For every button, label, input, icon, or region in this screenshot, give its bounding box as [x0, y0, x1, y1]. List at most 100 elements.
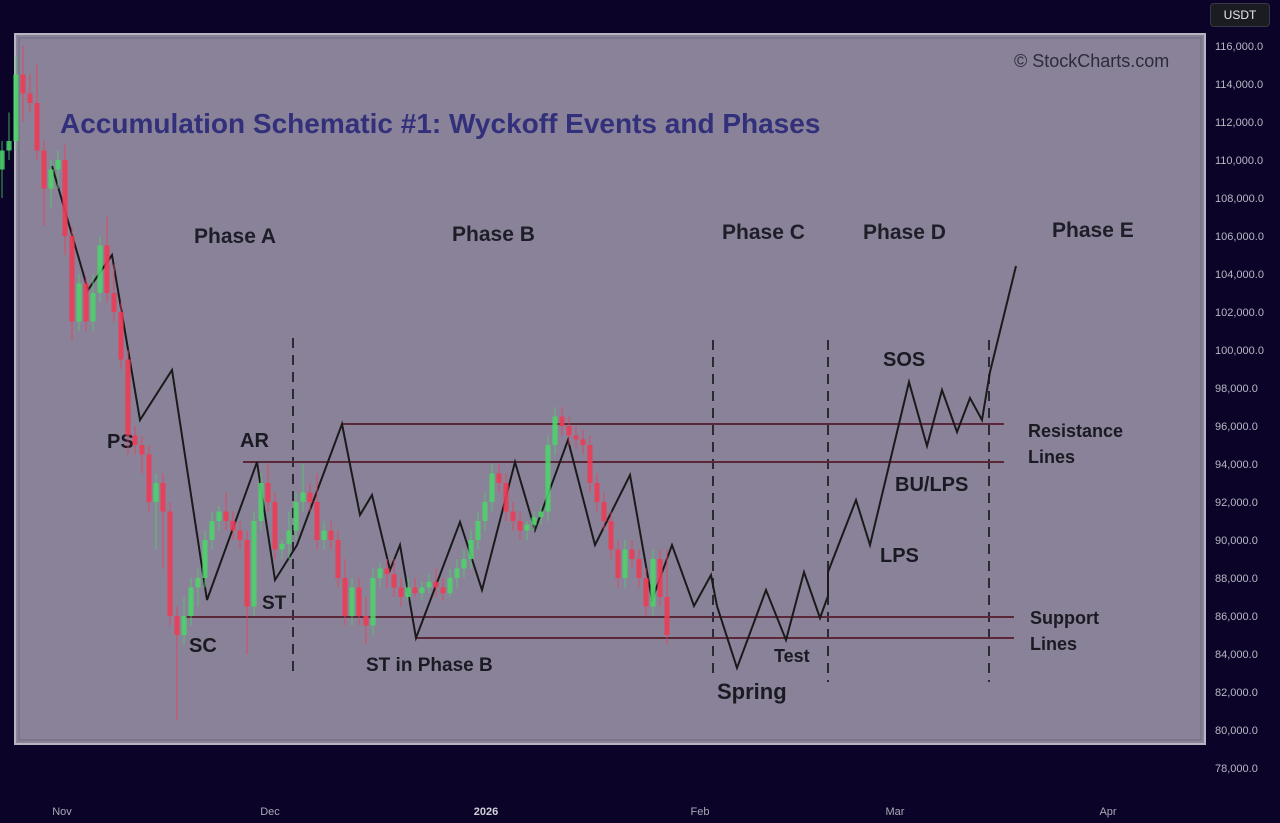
- candle: [643, 568, 649, 616]
- candle-body: [27, 93, 33, 103]
- candle-body: [244, 540, 250, 607]
- candle-body: [615, 549, 621, 578]
- x-tick-label: Dec: [260, 806, 280, 818]
- candle-body: [447, 578, 453, 594]
- candle-body: [629, 549, 635, 559]
- x-tick-label: Feb: [691, 806, 710, 818]
- candle-body: [475, 521, 481, 540]
- candle-body: [76, 283, 82, 322]
- event-lps: LPS: [880, 545, 919, 567]
- event-test: Test: [774, 646, 810, 666]
- candle: [293, 492, 299, 540]
- candle: [461, 549, 467, 578]
- y-tick-label: 114,000.0: [1215, 79, 1263, 91]
- candle-body: [433, 581, 439, 588]
- candle-body: [587, 445, 593, 483]
- candle: [76, 274, 82, 331]
- candle: [34, 65, 40, 160]
- y-tick-label: 96,000.0: [1215, 421, 1258, 433]
- candle-body: [517, 521, 523, 531]
- candle-body: [6, 141, 12, 151]
- candle-body: [559, 416, 565, 426]
- candle-body: [573, 435, 579, 440]
- candle-body: [594, 483, 600, 502]
- candle-body: [650, 559, 656, 607]
- candle: [209, 511, 215, 550]
- candle: [552, 407, 558, 455]
- y-tick-label: 80,000.0: [1215, 725, 1258, 737]
- y-tick-label: 112,000.0: [1215, 117, 1263, 129]
- candle: [454, 559, 460, 588]
- candle-body: [538, 511, 544, 518]
- candle: [300, 464, 306, 512]
- candle-body: [482, 502, 488, 521]
- candle-body: [174, 616, 180, 635]
- event-sc: SC: [189, 635, 217, 657]
- candle: [468, 530, 474, 569]
- phase-d-label: Phase D: [863, 221, 946, 244]
- candle: [307, 483, 313, 512]
- candle-body: [111, 293, 117, 312]
- candle: [335, 530, 341, 588]
- y-tick-label: 78,000.0: [1215, 763, 1258, 775]
- candle: [286, 511, 292, 559]
- overlay-inner-border: [18, 37, 1202, 741]
- candle-body: [342, 578, 348, 616]
- candle: [566, 416, 572, 445]
- event-spring: Spring: [717, 679, 787, 704]
- candle: [265, 464, 271, 512]
- event-sos: SOS: [883, 349, 925, 371]
- candle: [188, 578, 194, 626]
- candle: [251, 511, 257, 616]
- candle: [370, 568, 376, 635]
- currency-badge[interactable]: USDT: [1210, 3, 1270, 27]
- candle: [419, 581, 425, 601]
- candle: [230, 511, 236, 540]
- candle: [314, 473, 320, 550]
- candle-body: [405, 587, 411, 597]
- candle-body: [412, 587, 418, 594]
- candle: [384, 559, 390, 588]
- candle-body: [552, 416, 558, 445]
- price-axis[interactable]: 116,000.0 114,000.0 112,000.0 110,000.0 108,…: [1215, 41, 1264, 775]
- candle-body: [83, 283, 89, 322]
- candle: [538, 505, 544, 525]
- candle-body: [461, 559, 467, 569]
- candle-body: [13, 74, 19, 141]
- candle-body: [370, 578, 376, 626]
- candle: [55, 150, 61, 189]
- candle: [146, 445, 152, 512]
- candle: [237, 521, 243, 550]
- candle-body: [279, 543, 285, 550]
- candle-body: [580, 439, 586, 445]
- candle-body: [489, 473, 495, 502]
- candle-body: [153, 483, 159, 502]
- phase-c-label: Phase C: [722, 221, 805, 244]
- candle-body: [566, 426, 572, 436]
- candle-body: [426, 581, 432, 588]
- candlestick-series: [0, 46, 670, 721]
- candle: [433, 568, 439, 597]
- candle: [580, 429, 586, 455]
- x-tick-label: Apr: [1099, 806, 1116, 818]
- time-axis[interactable]: Nov Dec 2026 Feb Mar Apr: [52, 806, 1117, 818]
- candle-body: [62, 160, 68, 236]
- candle-body: [363, 616, 369, 626]
- phase-b-label: Phase B: [452, 223, 535, 246]
- candle: [244, 530, 250, 654]
- candle-body: [328, 530, 334, 540]
- wyckoff-schematic-overlay: © StockCharts.com Accumulation Schematic…: [14, 33, 1206, 745]
- candle: [482, 492, 488, 531]
- y-tick-label: 88,000.0: [1215, 573, 1258, 585]
- candle: [48, 160, 54, 208]
- candle: [594, 473, 600, 512]
- schematic-title: Accumulation Schematic #1: Wyckoff Event…: [60, 108, 820, 139]
- candle: [279, 540, 285, 559]
- candle-body: [601, 502, 607, 521]
- candle-body: [146, 454, 152, 502]
- event-bu-lps: BU/LPS: [895, 474, 968, 496]
- candle-body: [503, 483, 509, 512]
- candle: [496, 464, 502, 493]
- candle: [223, 492, 229, 531]
